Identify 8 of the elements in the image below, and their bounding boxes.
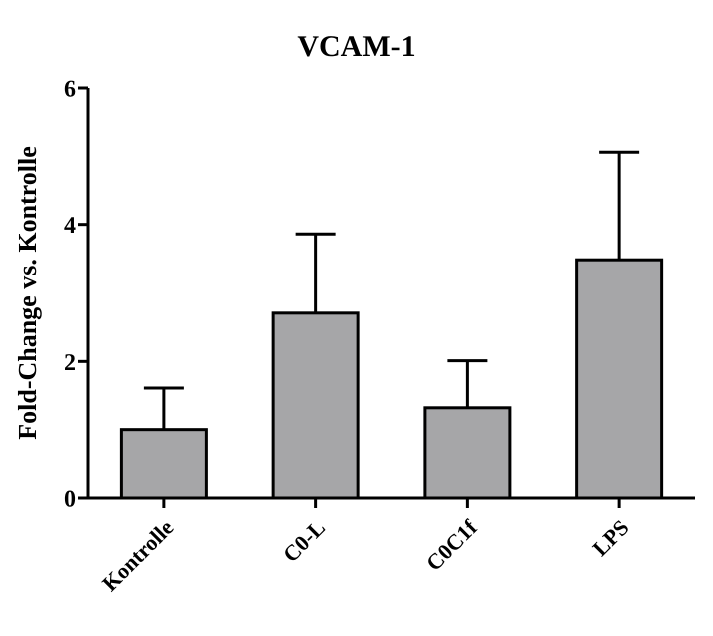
x-tick-label: LPS (587, 514, 634, 561)
y-tick-label: 2 (64, 350, 76, 376)
chart-title: VCAM-1 (296, 30, 417, 64)
y-tick-label: 6 (64, 76, 76, 103)
y-tick-label: 4 (64, 213, 76, 240)
y-axis-title: Fold-Change vs. Kontrolle (13, 146, 42, 440)
y-tick-label: 0 (64, 486, 76, 513)
x-tick-label: C0-L (278, 514, 330, 567)
